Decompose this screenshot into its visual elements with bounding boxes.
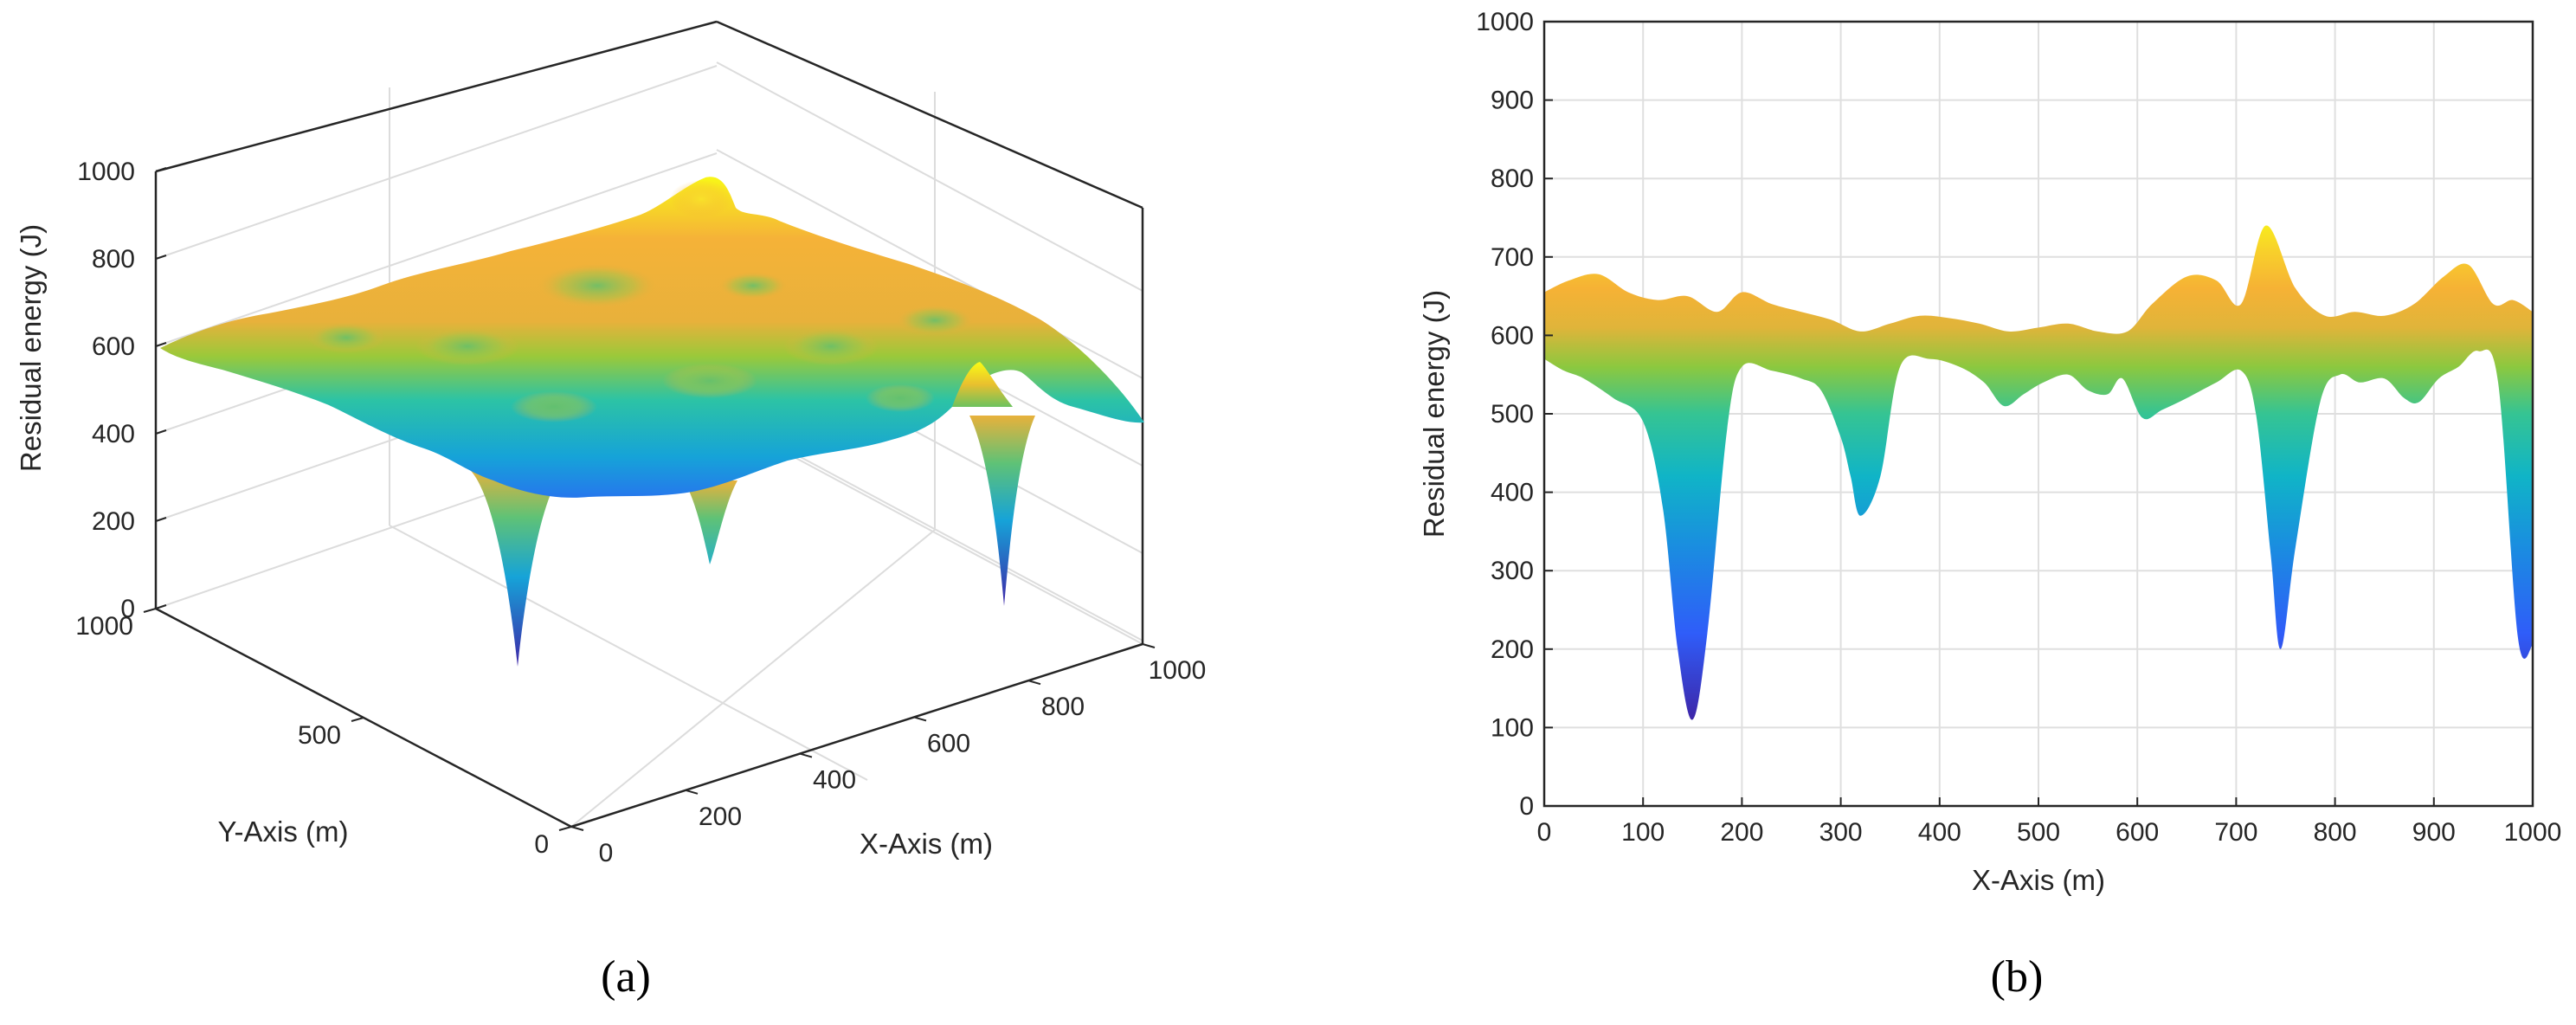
surface-patch bbox=[511, 391, 597, 422]
z-axis-ticks: 0 200 400 600 800 1000 bbox=[77, 158, 167, 623]
x-tick-mark bbox=[1142, 643, 1156, 648]
surface-patch bbox=[415, 327, 519, 365]
panel-b-side-view-plot: 0 100 200 300 400 500 600 700 800 900 1000 0 100 200 3… bbox=[1418, 8, 2561, 1002]
surface-patch bbox=[718, 272, 788, 300]
x-tick-label: 100 bbox=[1621, 818, 1665, 847]
x-tick-label: 700 bbox=[2214, 818, 2257, 847]
axis-ticks: 0 100 200 300 400 500 600 700 800 900 1000 0 100 200 3… bbox=[1476, 8, 2561, 847]
surface-well-2 bbox=[684, 480, 737, 564]
z-tick-mark bbox=[155, 255, 167, 260]
z-tick-label: 200 bbox=[92, 507, 135, 536]
surface-patch bbox=[662, 364, 757, 398]
x-tick-mark bbox=[570, 826, 584, 831]
y-tick-label: 1000 bbox=[75, 612, 133, 641]
x-axis-label: X-Axis (m) bbox=[1972, 864, 2105, 896]
z-tick-mark bbox=[155, 604, 167, 609]
y-tick-label: 800 bbox=[1491, 164, 1534, 193]
z-tick-label: 0 bbox=[120, 595, 135, 623]
y-tick-label: 300 bbox=[1491, 557, 1534, 585]
y-tick-label: 1000 bbox=[1476, 8, 1534, 36]
panel-label-a: (a) bbox=[601, 952, 651, 1002]
x-tick-label: 1000 bbox=[1149, 656, 1207, 685]
x-tick-label: 200 bbox=[1720, 818, 1763, 847]
z-tick-mark bbox=[155, 342, 167, 347]
x-tick-mark bbox=[913, 716, 927, 722]
y-tick-label: 0 bbox=[534, 830, 549, 859]
x-tick-label: 500 bbox=[2017, 818, 2060, 847]
surface-patch bbox=[783, 327, 879, 365]
x-axis-ticks: 0 200 400 600 800 1000 bbox=[570, 643, 1207, 867]
energy-band bbox=[1544, 225, 2533, 720]
y-axis-ticks: 0 500 1000 bbox=[75, 608, 572, 859]
surface-spike bbox=[952, 362, 1013, 407]
x-tick-label: 400 bbox=[813, 766, 856, 795]
x-tick-label: 600 bbox=[2116, 818, 2159, 847]
surface-patch bbox=[537, 263, 658, 308]
y-tick-label: 500 bbox=[298, 721, 341, 750]
x-tick-label: 1000 bbox=[2504, 818, 2562, 847]
x-tick-label: 0 bbox=[1537, 818, 1552, 847]
y-axis-label: Y-Axis (m) bbox=[218, 815, 349, 848]
surface-patch bbox=[307, 322, 385, 353]
z-tick-label: 400 bbox=[92, 420, 135, 448]
x-tick-mark bbox=[685, 789, 699, 795]
surface-patch bbox=[896, 305, 974, 336]
y-tick-label: 700 bbox=[1491, 243, 1534, 272]
surface-patch bbox=[670, 180, 732, 218]
x-tick-mark bbox=[1027, 680, 1041, 686]
y-tick-mark bbox=[558, 826, 572, 831]
surface-well-1 bbox=[467, 467, 567, 667]
x-tick-label: 0 bbox=[599, 839, 614, 867]
x-tick-label: 300 bbox=[1819, 818, 1863, 847]
y-tick-label: 500 bbox=[1491, 400, 1534, 429]
y-tick-mark bbox=[143, 608, 157, 613]
surface-patch bbox=[866, 384, 935, 412]
surface-well-3 bbox=[969, 416, 1035, 606]
y-tick-label: 0 bbox=[1519, 792, 1534, 821]
y-tick-label: 900 bbox=[1491, 87, 1534, 115]
y-tick-label: 600 bbox=[1491, 321, 1534, 350]
z-tick-label: 800 bbox=[92, 245, 135, 274]
x-tick-label: 800 bbox=[2314, 818, 2357, 847]
y-axis-label: Residual energy (J) bbox=[1418, 290, 1450, 538]
surface-sheet bbox=[160, 177, 1144, 498]
x-tick-label: 600 bbox=[927, 729, 970, 757]
z-axis-label: Residual energy (J) bbox=[15, 224, 47, 472]
z-tick-mark bbox=[155, 429, 167, 435]
x-tick-label: 900 bbox=[2412, 818, 2456, 847]
z-tick-label: 1000 bbox=[77, 158, 135, 186]
panel-label-b: (b) bbox=[1991, 952, 2044, 1002]
z-tick-label: 600 bbox=[92, 332, 135, 361]
z-tick-mark bbox=[155, 517, 167, 522]
y-tick-label: 200 bbox=[1491, 635, 1534, 664]
x-tick-mark bbox=[799, 752, 813, 758]
y-tick-mark bbox=[351, 717, 364, 722]
x-tick-label: 200 bbox=[699, 803, 742, 831]
panel-a-surface-plot: 0 200 400 600 800 1000 0 500 1000 0 200 400 600 800… bbox=[15, 20, 1207, 1002]
energy-surface bbox=[160, 177, 1144, 667]
y-tick-label: 400 bbox=[1491, 479, 1534, 507]
z-tick-mark bbox=[155, 167, 167, 172]
x-axis-label: X-Axis (m) bbox=[860, 828, 993, 860]
x-tick-label: 800 bbox=[1041, 693, 1085, 721]
x-tick-label: 400 bbox=[1918, 818, 1961, 847]
y-tick-label: 100 bbox=[1491, 713, 1534, 742]
